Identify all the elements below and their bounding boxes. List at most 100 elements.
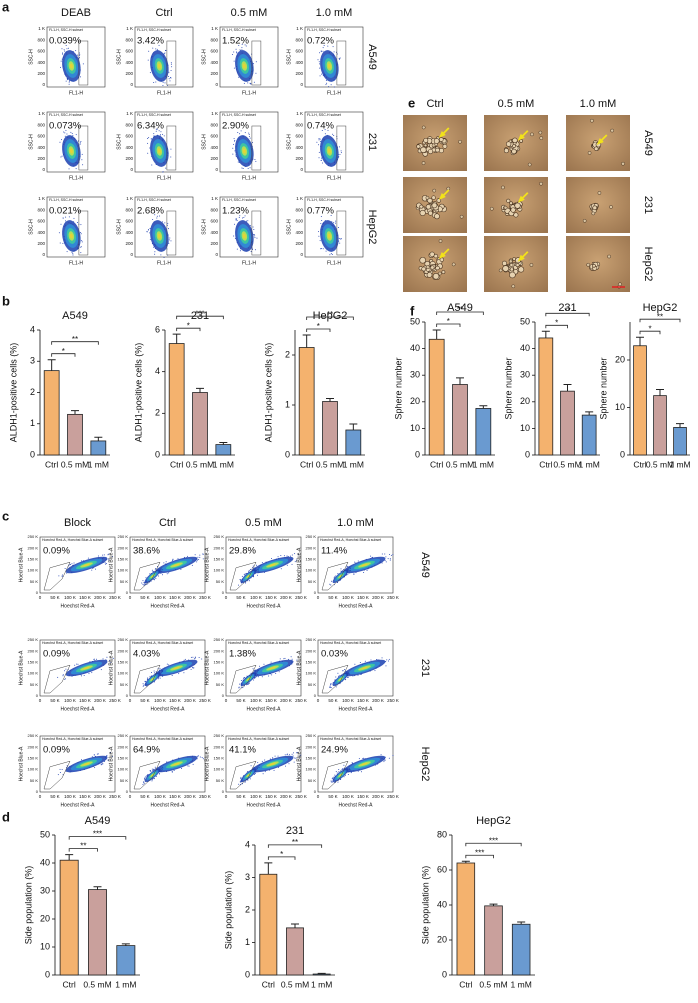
- cell: [419, 204, 424, 209]
- event-dot: [277, 556, 279, 558]
- percentage: 1.52%: [222, 36, 249, 47]
- event-dot: [151, 56, 153, 58]
- event-dot: [324, 129, 326, 131]
- event-dot: [245, 45, 247, 47]
- event-dot: [346, 670, 348, 672]
- event-dot: [321, 220, 323, 222]
- event-dot: [245, 684, 247, 686]
- event-dot: [161, 670, 163, 672]
- event-dot: [151, 671, 153, 673]
- event-dot: [241, 575, 243, 577]
- significance-label: *: [187, 321, 190, 330]
- cell: [515, 263, 520, 267]
- event-dot: [241, 778, 243, 780]
- y-tick-label: 400: [125, 60, 133, 65]
- event-dot: [240, 778, 242, 780]
- event-dot: [370, 555, 372, 557]
- event-dot: [164, 82, 166, 84]
- event-dot: [250, 672, 252, 674]
- event-dot: [160, 569, 162, 571]
- x-tick-label: 1 mM: [343, 459, 364, 469]
- event-dot: [161, 769, 163, 771]
- y-axis-label: Hoechst Blue-A: [18, 746, 24, 781]
- significance-bracket: [51, 353, 76, 357]
- event-dot: [80, 231, 82, 233]
- event-dot: [290, 656, 292, 658]
- gate-name: FL1-H, SSC-H subset: [137, 28, 171, 32]
- event-dot: [249, 167, 251, 169]
- event-dot: [330, 584, 332, 586]
- x-tick-label: 0.5 mM: [479, 979, 507, 989]
- x-axis-label: FL1-H: [242, 260, 256, 266]
- y-tick-label: 400: [37, 60, 45, 65]
- y-tick-label: 100 K: [306, 671, 317, 676]
- event-dot: [70, 222, 72, 224]
- event-dot: [335, 145, 337, 147]
- cell: [498, 268, 503, 273]
- gate: [251, 40, 262, 86]
- event-dot: [69, 564, 71, 566]
- chart-title: HepG2: [313, 310, 348, 322]
- event-dot: [241, 47, 243, 49]
- event-dot: [145, 577, 147, 579]
- x-axis-label: Hoechst Red-A: [339, 802, 374, 808]
- event-dot: [318, 144, 320, 146]
- event-dot: [146, 231, 148, 233]
- event-dot: [195, 557, 197, 559]
- y-tick-label: 0: [36, 789, 39, 794]
- cell: [512, 144, 516, 149]
- event-dot: [322, 50, 324, 52]
- event-dot: [367, 568, 369, 570]
- x-tick-label: 0.5 mM: [446, 459, 474, 469]
- event-dot: [171, 759, 173, 761]
- event-dot: [283, 658, 285, 660]
- event-dot: [108, 559, 110, 561]
- event-dot: [284, 754, 286, 756]
- event-dot: [180, 568, 182, 570]
- event-dot: [159, 677, 161, 679]
- cell: [610, 128, 614, 133]
- event-dot: [172, 559, 174, 561]
- significance-label: **: [457, 305, 463, 314]
- x-tick-label: 150 K: [265, 698, 277, 703]
- event-dot: [235, 154, 237, 156]
- event-dot: [239, 49, 241, 51]
- y-tick-label: 200 K: [214, 648, 225, 653]
- event-dot: [320, 248, 322, 250]
- x-tick-label: 0.5 mM: [186, 459, 214, 469]
- event-dot: [343, 764, 345, 766]
- event-dot: [155, 130, 157, 132]
- x-axis-label: Hoechst Red-A: [247, 802, 282, 808]
- event-dot: [149, 147, 151, 149]
- gate: [78, 125, 89, 171]
- event-dot: [318, 139, 320, 141]
- event-dot: [157, 768, 159, 770]
- event-dot: [63, 236, 65, 238]
- event-dot: [68, 216, 70, 218]
- event-dot: [240, 130, 242, 132]
- arrow: [520, 251, 529, 260]
- event-dot: [192, 760, 194, 762]
- x-tick-label: 100 K: [64, 794, 76, 799]
- event-dot: [339, 154, 341, 156]
- event-dot: [250, 765, 252, 767]
- y-tick-label: 0: [126, 789, 129, 794]
- event-dot: [70, 131, 72, 133]
- event-dot: [331, 683, 333, 685]
- event-dot: [339, 579, 341, 581]
- event-dot: [100, 669, 102, 671]
- x-tick-label: Ctrl: [170, 459, 183, 469]
- event-dot: [81, 759, 83, 761]
- event-dot: [68, 83, 70, 85]
- event-dot: [249, 79, 251, 81]
- x-tick-label: 100 K: [250, 595, 262, 600]
- gate-name: FL1-H, SSC-H subset: [137, 113, 171, 117]
- event-dot: [75, 168, 77, 170]
- event-dot: [71, 137, 73, 139]
- significance-label: **: [292, 838, 298, 847]
- event-dot: [101, 763, 103, 765]
- y-tick-label: 1 K: [211, 26, 218, 31]
- event-dot: [354, 663, 356, 665]
- event-dot: [364, 758, 366, 760]
- gate: [336, 40, 347, 86]
